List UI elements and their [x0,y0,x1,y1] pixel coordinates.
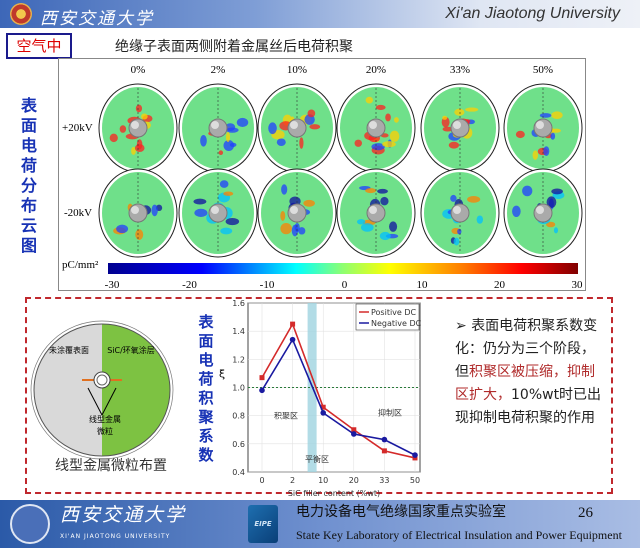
charge-map [178,83,258,173]
charge-map [98,83,178,173]
colorbar-tick: 30 [571,279,583,291]
footer-bar [0,500,640,548]
data-point [412,455,418,461]
charge-map [336,168,416,258]
lab-logo: EIPE [248,505,278,543]
data-point [320,404,326,410]
data-point [381,448,387,454]
y-tick-label: 0.4 [232,468,245,477]
legend-label: Negative DC [371,319,422,328]
data-point [259,387,265,394]
y-tick-label: 1.0 [232,384,245,393]
charge-map [503,83,583,173]
column-label: 2% [210,64,226,76]
column-label: 10% [286,64,308,76]
charge-map [257,83,337,173]
column-label: 33% [449,64,471,76]
region-label: 抑制区 [378,408,402,418]
particle-label: 线型金属微粒 [89,415,121,436]
region-label: 平衡区 [305,454,329,464]
uncoated-label: 未涂覆表面 [49,346,89,355]
charge-map [420,168,500,258]
chart-side-label: 表面电荷积聚系数 [198,313,214,464]
coated-label: SiC/环氧涂层 [107,346,155,355]
lab-name-cn: 电力设备电气绝缘国家重点实验室 [296,504,506,520]
diagram-caption: 线型金属微粒布置 [55,458,167,474]
x-tick-label: 33 [379,476,389,485]
x-tick-label: 2 [290,476,295,485]
series-line [261,337,416,456]
x-tick-label: 50 [410,476,420,485]
bullet-part1: 表面电荷积聚系数变化：仍分为三个阶段，但 [455,318,598,380]
charge-map [178,168,258,258]
university-name-cn: 西安交通大学 [40,9,154,29]
column-label: 50% [532,64,554,76]
footer-university-cn: 西安交通大学 [60,504,187,526]
charge-map [503,168,583,258]
data-point [412,452,418,458]
line-chart: 0.4 0.6 0.8 1.0 1.2 1.4 1.6 0 2 10 20 33 50 Positive … [219,299,422,498]
data-point [351,431,357,437]
x-axis-label: SiC filler content (%wt) [288,489,380,498]
charge-map [98,168,178,258]
colorbar-tick: -30 [104,279,120,291]
data-point [351,427,357,433]
x-tick-label: 0 [259,476,264,485]
x-tick-label: 20 [349,476,359,485]
series-line [261,322,416,459]
charge-maps [98,83,583,258]
y-tick-label: 1.6 [232,299,245,308]
charge-map [420,83,500,173]
bullet-arrow-icon: ➢ [455,318,472,334]
colorbar-unit: pC/mm² [62,259,99,271]
y-tick-label: 0.6 [232,440,245,449]
data-point [259,375,265,381]
column-label: 20% [365,64,387,76]
colorbar-tick: 0 [341,279,348,291]
university-logo [10,3,32,25]
colorbar-tick: -20 [182,279,197,291]
data-point [320,410,326,416]
colorbar [108,263,578,274]
header-bar [0,0,640,28]
slide-title: 绝缘子表面两侧附着金属丝后电荷积聚 [115,39,353,55]
charge-map [336,83,416,173]
column-label: 0% [130,64,146,76]
y-tick-label: 1.4 [232,327,245,336]
data-point [289,336,296,343]
dashed-box [25,297,613,494]
region-label: 积聚区 [274,410,298,420]
colorbar-tick: 10 [416,279,428,291]
page-number: 26 [578,505,593,521]
university-name-en: Xi'an Jiaotong University [445,5,620,22]
particle-diagram [30,320,174,460]
row-label: -20kV [64,207,93,219]
lab-name-en: State Key Laboratory of Electrical Insul… [296,528,622,542]
footer-university-seal [10,504,50,544]
bullet-highlight: 积聚区被压缩，抑制区扩大， [455,364,595,403]
legend [355,303,420,331]
data-point [381,436,388,443]
y-axis-label: ξ [219,367,225,380]
charge-map [257,168,337,258]
condition-tag: 空气中 [6,33,72,59]
side-label: 表面电荷分布云图 [20,96,37,255]
bullet-text: ➢ 表面电荷积聚系数变化：仍分为三个阶段，但积聚区被压缩，抑制区扩大，10%wt… [455,315,607,430]
data-point [290,321,296,327]
row-label: +20kV [62,122,93,134]
x-tick-label: 10 [318,476,328,485]
legend-label: Positive DC [371,308,417,317]
colorbar-tick: -10 [259,279,275,291]
y-tick-label: 0.8 [232,412,245,421]
footer-university-en: XI'AN JIAOTONG UNIVERSITY [60,533,171,540]
y-tick-label: 1.2 [232,355,245,364]
bullet-part2: 10%wt时已出现抑制电荷积聚的作用 [455,387,602,426]
colorbar-tick: 20 [494,279,505,291]
